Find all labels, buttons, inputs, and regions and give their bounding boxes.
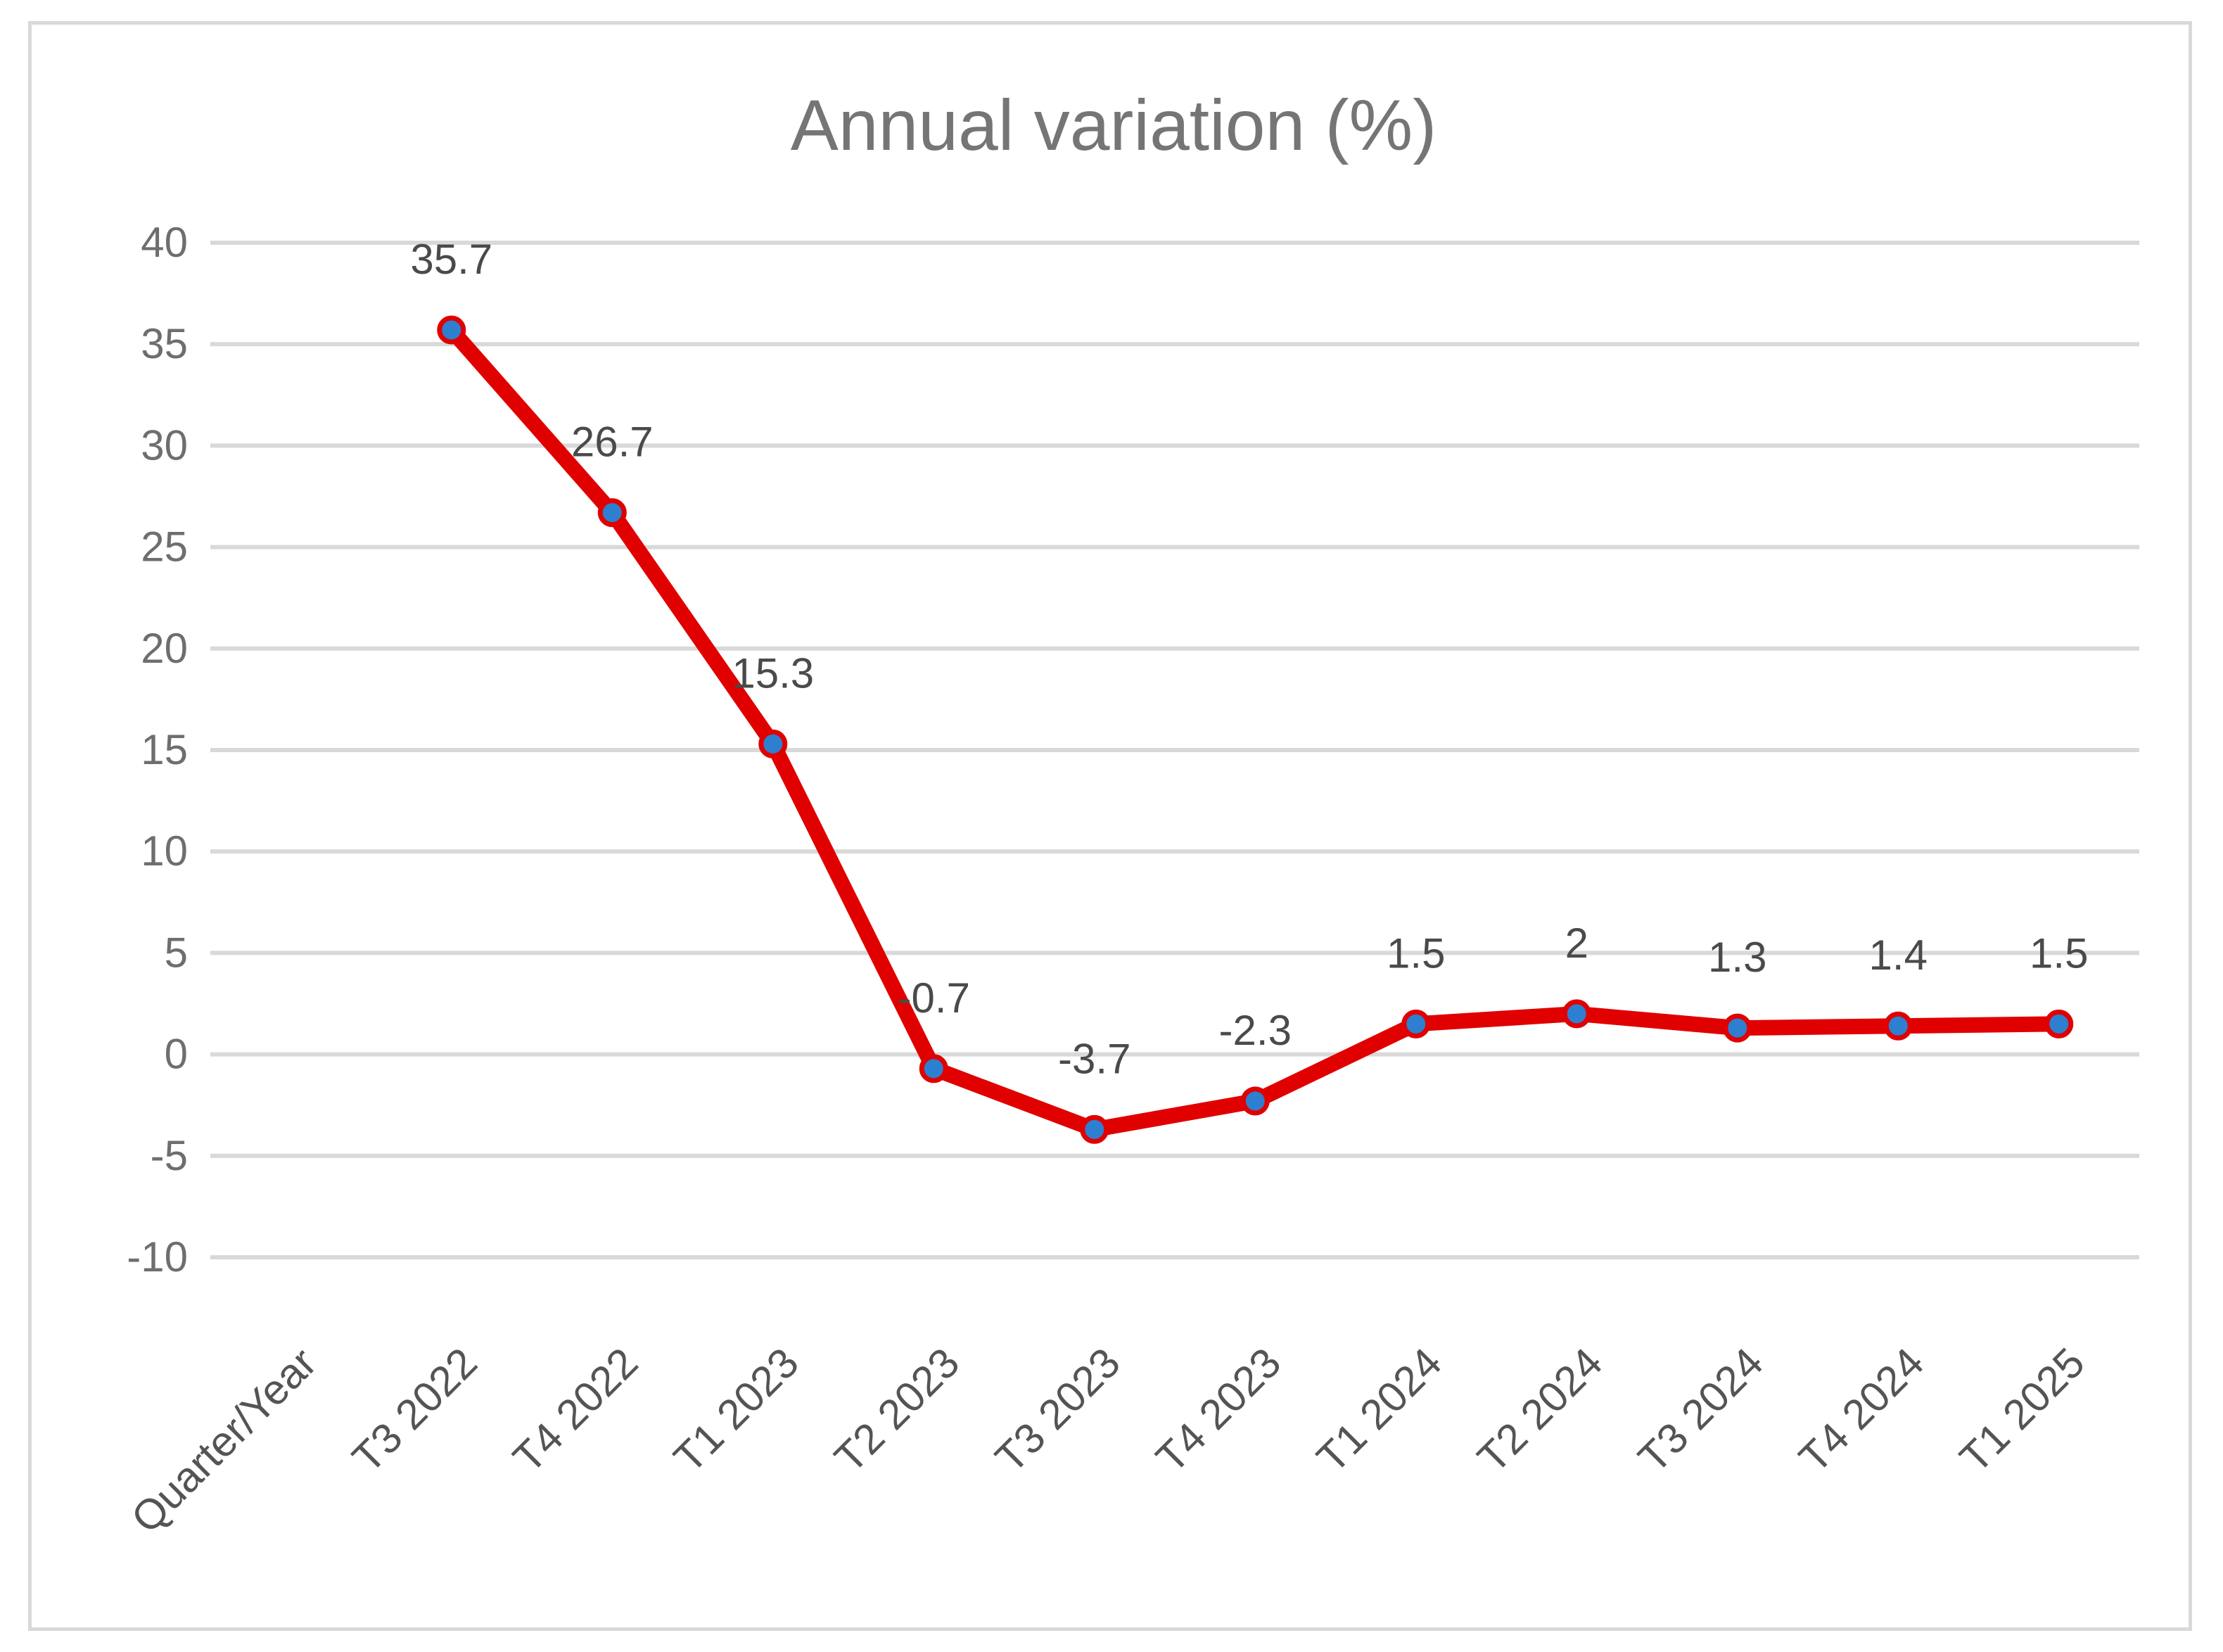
y-tick-label: 25 <box>141 523 188 571</box>
y-tick-label: 5 <box>165 929 188 976</box>
data-point <box>1240 1086 1270 1116</box>
data-label: 35.7 <box>410 236 492 283</box>
x-tick-label: T4 2024 <box>1790 1339 1932 1482</box>
series-line-segment <box>1408 1005 1585 1032</box>
y-tick-label: -10 <box>127 1233 188 1281</box>
x-tick-label: T3 2023 <box>986 1339 1129 1482</box>
data-point <box>1562 999 1591 1029</box>
data-labels: 35.7 26.7 15.3 -0.7 -3.7 -2.3 1.5 2 1.3 1.4 1.5 <box>410 236 2088 1082</box>
data-point <box>758 729 788 758</box>
y-tick-label: -5 <box>151 1132 188 1179</box>
x-tick-label: T2 2023 <box>825 1339 968 1482</box>
data-label: 1.3 <box>1708 934 1766 981</box>
chart-title: Annual variation (%) <box>791 85 1437 165</box>
data-label: 26.7 <box>571 419 654 466</box>
data-point <box>1401 1009 1431 1038</box>
x-tick-label: T1 2023 <box>665 1339 808 1482</box>
data-label: -0.7 <box>898 974 970 1022</box>
data-label: 2 <box>1565 920 1588 967</box>
series-line-segment <box>1086 1093 1263 1138</box>
y-tick-label: 10 <box>141 827 188 875</box>
series-line-segment <box>1729 1018 1906 1036</box>
chart-frame: Annual variation (%) 40 35 30 25 20 15 10 5 0 -5 -… <box>28 21 2192 1631</box>
x-tick-label: T1 2025 <box>1951 1339 2094 1482</box>
series-line-segment <box>1890 1016 2067 1034</box>
data-point <box>437 315 466 345</box>
gridlines <box>210 241 2139 1259</box>
data-point <box>597 498 627 528</box>
y-tick-label: 30 <box>141 421 188 469</box>
data-label: -3.7 <box>1058 1035 1130 1082</box>
x-tick-label: T4 2023 <box>1147 1339 1289 1482</box>
series-line-segment <box>604 504 781 752</box>
data-label: 15.3 <box>732 649 814 697</box>
y-tick-label: 20 <box>141 625 188 672</box>
series-line-segment <box>1247 1016 1424 1109</box>
x-tick-label: T3 2022 <box>343 1339 486 1482</box>
x-tick-label: T4 2022 <box>504 1339 646 1482</box>
y-tick-label: 35 <box>141 320 188 367</box>
data-point <box>919 1054 948 1084</box>
series-line-segment <box>926 1060 1102 1138</box>
series-line-segment <box>443 322 620 521</box>
line-chart: Annual variation (%) 40 35 30 25 20 15 10 5 0 -5 -… <box>122 85 2139 1542</box>
data-label: 1.5 <box>2030 929 2088 977</box>
series-lines <box>443 322 2067 1138</box>
series-line-segment <box>1569 1005 1745 1036</box>
x-axis-tick-labels: Quarter/Year T3 2022 T4 2022 T1 2023 T2 2023… <box>122 1339 2094 1542</box>
data-point <box>1723 1013 1752 1043</box>
x-tick-label: T3 2024 <box>1629 1339 1772 1482</box>
x-tick-label: Quarter/Year <box>122 1339 326 1542</box>
series-line-segment <box>765 736 942 1076</box>
x-tick-label: T1 2024 <box>1308 1339 1451 1482</box>
y-tick-label: 0 <box>165 1031 188 1078</box>
y-tick-label: 40 <box>141 219 188 266</box>
x-tick-label: T2 2024 <box>1468 1339 1611 1482</box>
y-axis-tick-labels: 40 35 30 25 20 15 10 5 0 -5 -10 <box>127 219 188 1281</box>
series-markers <box>437 315 2074 1144</box>
data-label: 1.4 <box>1869 932 1928 979</box>
y-tick-label: 15 <box>141 726 188 773</box>
data-point <box>1883 1011 1913 1041</box>
data-point <box>2044 1009 2074 1038</box>
data-label: 1.5 <box>1387 929 1445 977</box>
data-point <box>1080 1114 1109 1144</box>
data-label: -2.3 <box>1219 1007 1292 1054</box>
